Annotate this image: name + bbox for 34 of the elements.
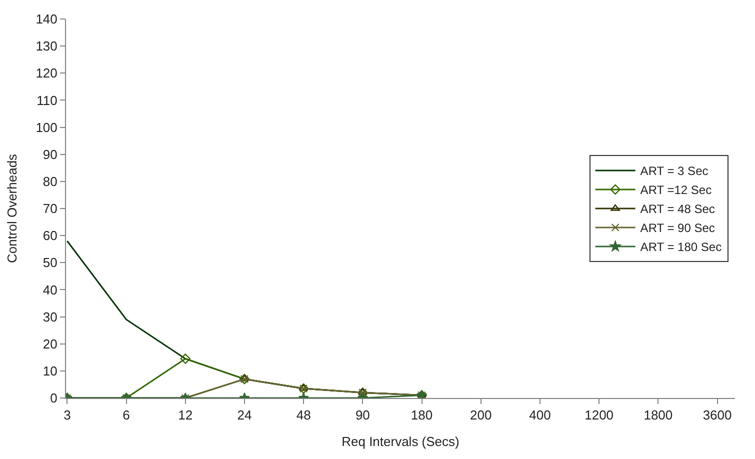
x-tick-label: 90 (355, 408, 370, 423)
x-tick-label: 400 (529, 408, 551, 423)
y-tick-label: 80 (42, 174, 58, 189)
y-tick-label: 50 (42, 255, 58, 270)
y-tick-label: 20 (42, 336, 58, 352)
x-tick-label: 200 (470, 408, 492, 423)
y-tick-label: 140 (36, 12, 58, 27)
y-tick-label: 130 (36, 38, 58, 54)
y-axis-title: Control Overheads (4, 153, 20, 264)
x-tick-label: 48 (296, 408, 311, 423)
x-tick-label: 24 (237, 408, 252, 423)
y-tick-label: 120 (36, 66, 58, 81)
y-tick-label: 100 (36, 120, 58, 135)
x-tick-label: 180 (410, 408, 433, 423)
y-tick-label: 90 (42, 146, 58, 162)
x-axis-title: Req Intervals (Secs) (342, 434, 460, 450)
legend-label: ART = 90 Sec (640, 221, 715, 236)
x-tick-label: 3 (64, 408, 71, 423)
y-tick-label: 110 (36, 92, 58, 108)
x-tick-label: 6 (122, 408, 130, 423)
x-tick-label: 3600 (702, 408, 732, 423)
x-tick-label: 12 (178, 408, 193, 423)
y-tick-label: 0 (50, 390, 58, 406)
y-tick-label: 30 (42, 309, 58, 324)
y-tick-label: 40 (42, 282, 58, 298)
y-tick-label: 70 (42, 201, 58, 216)
x-tick-label: 1200 (584, 408, 614, 423)
y-tick-label: 10 (42, 363, 58, 378)
y-tick-label: 60 (42, 228, 58, 244)
legend-label: ART =12 Sec (640, 183, 712, 198)
legend-label: ART = 48 Sec (640, 202, 715, 216)
legend-label: ART = 3 Sec (640, 164, 708, 178)
legend-label: ART = 180 Sec (640, 240, 722, 254)
x-tick-label: 1800 (644, 408, 673, 423)
